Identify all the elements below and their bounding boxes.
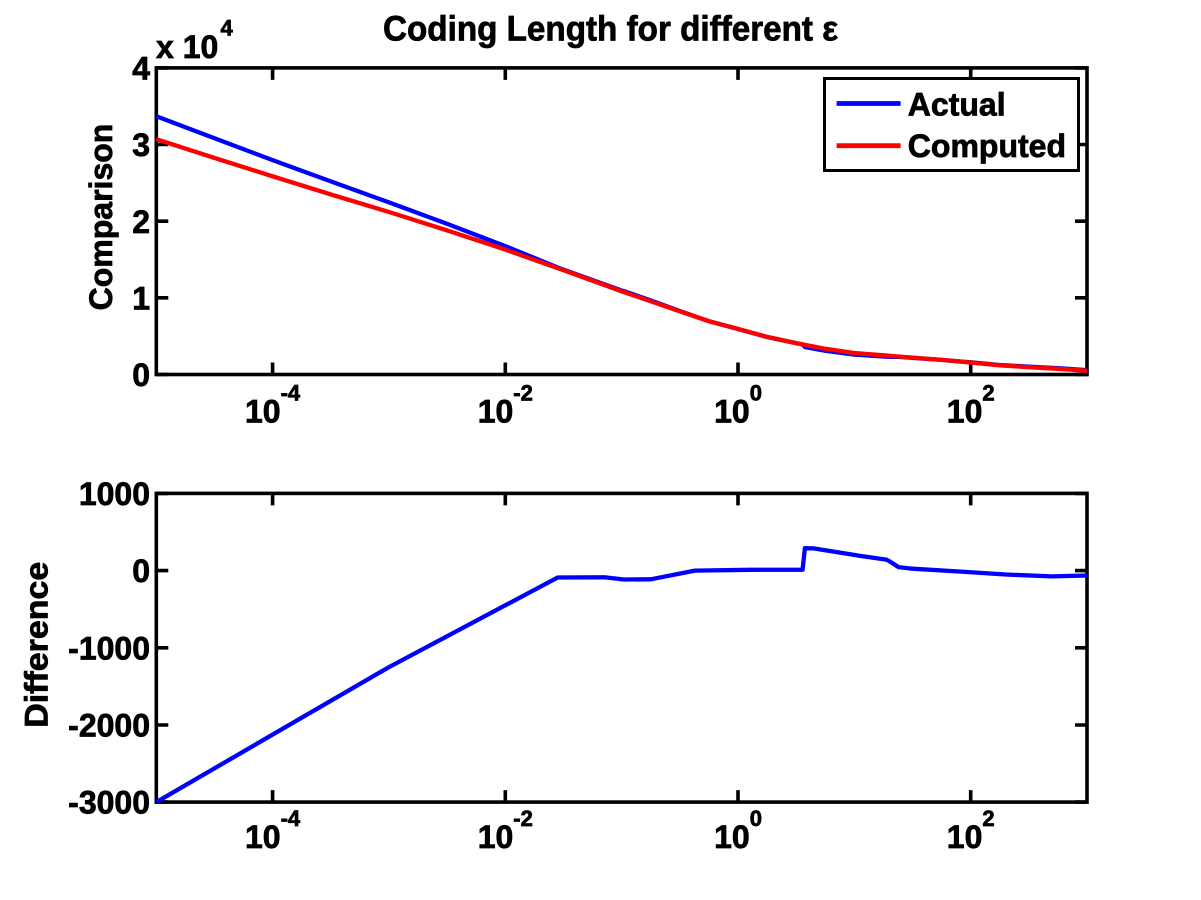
svg-text:x 10: x 10 [156, 29, 218, 65]
svg-text:-2: -2 [513, 381, 533, 406]
svg-text:0: 0 [132, 357, 150, 393]
svg-text:2: 2 [982, 806, 994, 831]
svg-text:4: 4 [132, 51, 150, 87]
svg-text:-3000: -3000 [68, 785, 150, 821]
svg-text:3: 3 [132, 127, 150, 163]
svg-text:Computed: Computed [908, 128, 1066, 164]
svg-text:10: 10 [714, 394, 750, 430]
svg-text:1000: 1000 [79, 476, 150, 512]
svg-text:10: 10 [478, 819, 514, 855]
svg-text:Comparison: Comparison [83, 124, 119, 311]
svg-text:4: 4 [221, 16, 234, 41]
svg-text:0: 0 [132, 553, 150, 589]
svg-text:2: 2 [982, 381, 994, 406]
svg-text:10: 10 [714, 819, 750, 855]
svg-text:-2000: -2000 [68, 708, 150, 744]
svg-text:10: 10 [245, 394, 281, 430]
svg-text:0: 0 [750, 381, 762, 406]
svg-text:1: 1 [132, 280, 150, 316]
svg-text:10: 10 [478, 394, 514, 430]
svg-text:Coding Length for different ε: Coding Length for different ε [383, 8, 838, 48]
svg-text:-4: -4 [281, 806, 301, 831]
svg-text:-1000: -1000 [68, 630, 150, 666]
svg-text:-2: -2 [513, 806, 533, 831]
svg-text:10: 10 [245, 819, 281, 855]
svg-text:Actual: Actual [908, 87, 1006, 123]
svg-text:Difference: Difference [19, 562, 55, 728]
svg-text:10: 10 [947, 819, 983, 855]
svg-text:2: 2 [132, 204, 150, 240]
svg-text:0: 0 [750, 806, 762, 831]
svg-text:10: 10 [947, 394, 983, 430]
svg-text:-4: -4 [281, 381, 301, 406]
